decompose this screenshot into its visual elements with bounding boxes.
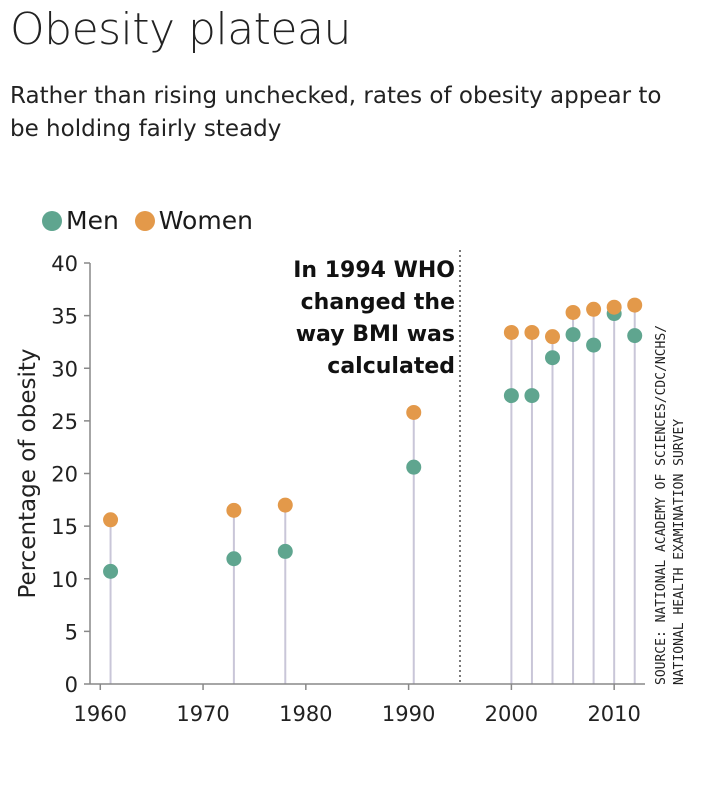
y-tick-label: 10: [51, 568, 78, 592]
x-tick-label: 1970: [176, 702, 229, 726]
point-men: [586, 337, 602, 353]
y-tick-label: 30: [51, 357, 78, 381]
annotation-line: way BMI was: [296, 322, 455, 347]
legend-swatch-women: [134, 210, 155, 231]
point-women: [103, 512, 119, 528]
point-women: [524, 324, 540, 340]
legend-label-women: Women: [158, 206, 253, 235]
point-men: [503, 388, 519, 404]
x-tick-label: 2000: [485, 702, 538, 726]
annotation-line: calculated: [327, 354, 455, 379]
point-women: [627, 297, 643, 313]
x-tick-label: 2010: [587, 702, 640, 726]
point-men: [277, 543, 293, 559]
point-women: [406, 404, 422, 420]
legend-item-women: Women: [134, 206, 253, 235]
legend-swatch-men: [42, 210, 62, 231]
points-layer: [103, 297, 643, 579]
point-men: [545, 350, 560, 366]
source-line: SOURCE: NATIONAL ACADEMY OF SCIENCES/CDC…: [654, 325, 669, 685]
stems-layer: [109, 305, 636, 684]
y-tick-label: 40: [51, 252, 78, 276]
annotation-line: In 1994 WHO: [293, 258, 455, 283]
point-men: [524, 388, 540, 404]
annotation-line: changed the: [301, 290, 455, 315]
point-women: [586, 301, 602, 317]
y-tick-label: 25: [51, 410, 78, 434]
y-tick-label: 15: [51, 515, 78, 539]
legend: Men Women: [42, 206, 269, 235]
point-women: [226, 502, 242, 518]
point-men: [406, 459, 422, 475]
point-men: [627, 328, 643, 344]
y-tick-label: 35: [51, 305, 78, 329]
legend-label-men: Men: [66, 206, 119, 235]
point-women: [565, 304, 581, 320]
y-tick-label: 0: [65, 673, 78, 697]
point-men: [565, 327, 581, 343]
x-tick-label: 1980: [279, 702, 332, 726]
point-women: [277, 497, 293, 513]
point-women: [606, 299, 622, 315]
labels-layer: 0 5 10 15 20 25 30 35 40 1960 1970 1980 1990 2000 2010…: [15, 252, 687, 726]
source-line: NATIONAL HEALTH EXAMINATION SURVEY: [672, 419, 687, 685]
x-tick-label: 1960: [74, 702, 127, 726]
chart-title: Obesity plateau: [10, 4, 351, 55]
axes-layer: [84, 250, 645, 690]
y-tick-label: 5: [65, 620, 78, 644]
x-tick-label: 1990: [382, 702, 435, 726]
point-men: [226, 551, 242, 567]
point-men: [103, 563, 119, 579]
point-women: [545, 329, 560, 345]
legend-item-men: Men: [42, 206, 119, 235]
chart-subtitle: Rather than rising unchecked, rates of o…: [10, 83, 662, 142]
y-tick-label: 20: [51, 463, 78, 487]
point-women: [503, 324, 519, 340]
y-axis-label: Percentage of obesity: [15, 348, 41, 598]
